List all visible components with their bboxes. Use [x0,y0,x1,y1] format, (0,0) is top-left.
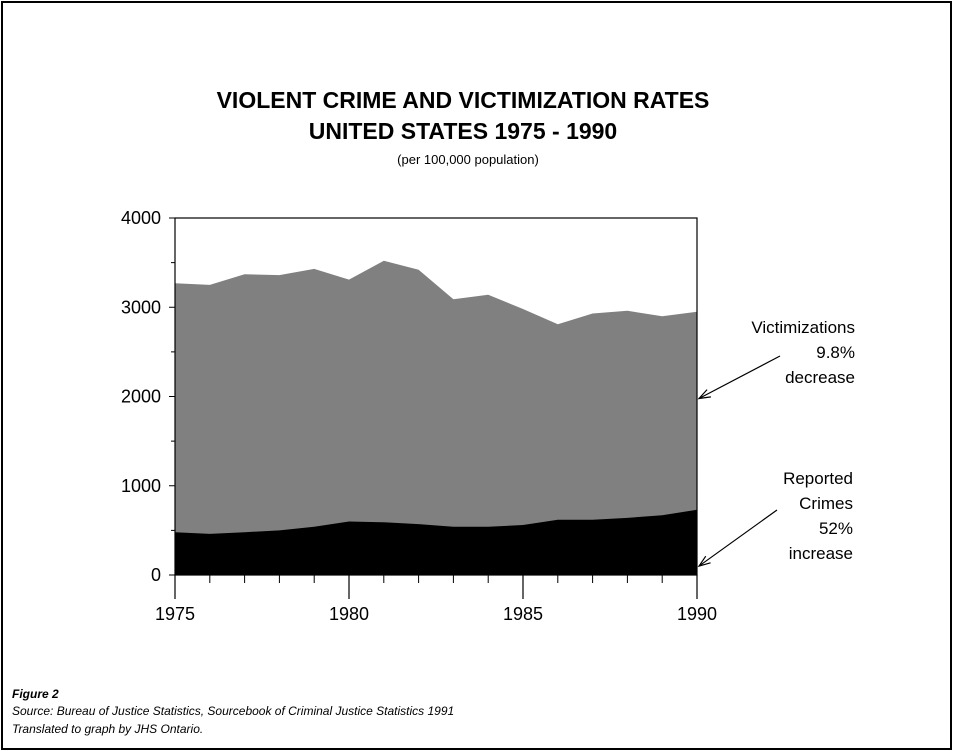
annotation-victimizations-line: 9.8% [816,343,855,362]
annotation-arrow-reported-crimes [698,509,778,567]
figure-label: Figure 2 [12,687,59,701]
y-tick-label: 1000 [121,476,161,496]
x-tick-label: 1985 [503,604,543,624]
chart-title-line-1: VIOLENT CRIME AND VICTIMIZATION RATES [217,87,710,113]
annotation-victimizations-line: decrease [785,368,855,387]
chart-subtitle: (per 100,000 population) [397,152,539,167]
annotation-reported-crimes-line: Crimes [799,494,853,513]
y-tick-label: 2000 [121,387,161,407]
y-tick-label: 4000 [121,208,161,228]
annotation-arrowhead-victimizations [697,389,711,400]
y-tick-label: 3000 [121,297,161,317]
chart-title-line-2: UNITED STATES 1975 - 1990 [309,118,617,144]
annotation-reported-crimes-line: increase [789,544,853,563]
x-tick-label: 1975 [155,604,195,624]
annotation-arrow-victimizations [698,355,781,400]
annotation-reported-crimes-line: Reported [783,469,853,488]
x-tick-label: 1990 [677,604,717,624]
x-tick-label: 1980 [329,604,369,624]
figure-credit: Translated to graph by JHS Ontario. [12,722,204,736]
annotation-reported-crimes-line: 52% [819,519,853,538]
figure-source: Source: Bureau of Justice Statistics, So… [12,704,455,718]
area-reported-crimes [175,509,697,575]
annotation-victimizations-line: Victimizations [751,318,855,337]
area-victimizations [175,260,697,575]
annotation-arrowhead-reported-crimes [697,555,711,568]
y-tick-label: 0 [151,565,161,585]
